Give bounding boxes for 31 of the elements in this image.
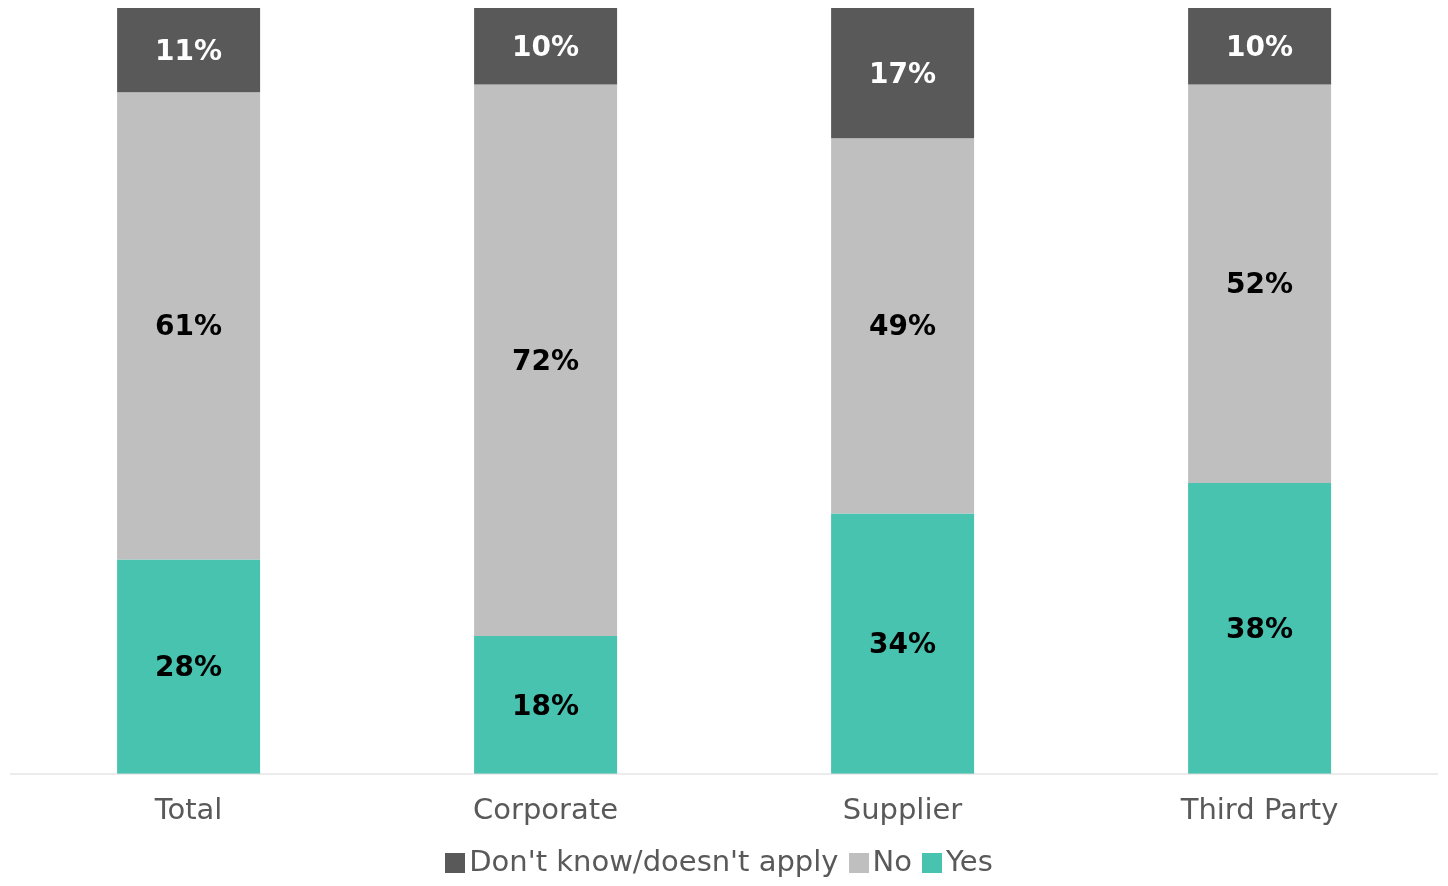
data-label: 10% <box>1226 29 1294 63</box>
bar <box>831 8 975 139</box>
bar <box>474 84 618 637</box>
data-label: 18% <box>512 688 580 722</box>
data-label: 10% <box>512 29 580 63</box>
x-tick-label: Supplier <box>842 791 963 826</box>
bar <box>474 636 618 774</box>
bar <box>117 8 261 93</box>
bar <box>117 92 261 560</box>
data-label: 28% <box>155 650 223 684</box>
data-label: 61% <box>155 309 223 343</box>
x-tick-label: Corporate <box>473 791 618 826</box>
bar <box>1188 8 1332 85</box>
data-label: 72% <box>512 343 580 377</box>
data-label: 49% <box>869 309 937 343</box>
bar <box>1188 482 1332 774</box>
data-label: 34% <box>869 627 937 661</box>
x-tick-label: Total <box>153 791 223 826</box>
x-tick-label: Third Party <box>1179 791 1339 826</box>
bar <box>1188 84 1332 483</box>
legend-label: Yes <box>945 844 993 878</box>
data-label: 52% <box>1226 267 1294 301</box>
data-label: 38% <box>1226 611 1294 645</box>
bar <box>474 8 618 85</box>
legend-label: Don't know/doesn't apply <box>469 844 839 878</box>
bar <box>831 513 975 774</box>
data-label: 17% <box>869 56 937 90</box>
data-label: 11% <box>155 33 223 67</box>
bar <box>117 559 261 774</box>
bar <box>831 138 975 514</box>
legend-label: No <box>872 844 912 878</box>
